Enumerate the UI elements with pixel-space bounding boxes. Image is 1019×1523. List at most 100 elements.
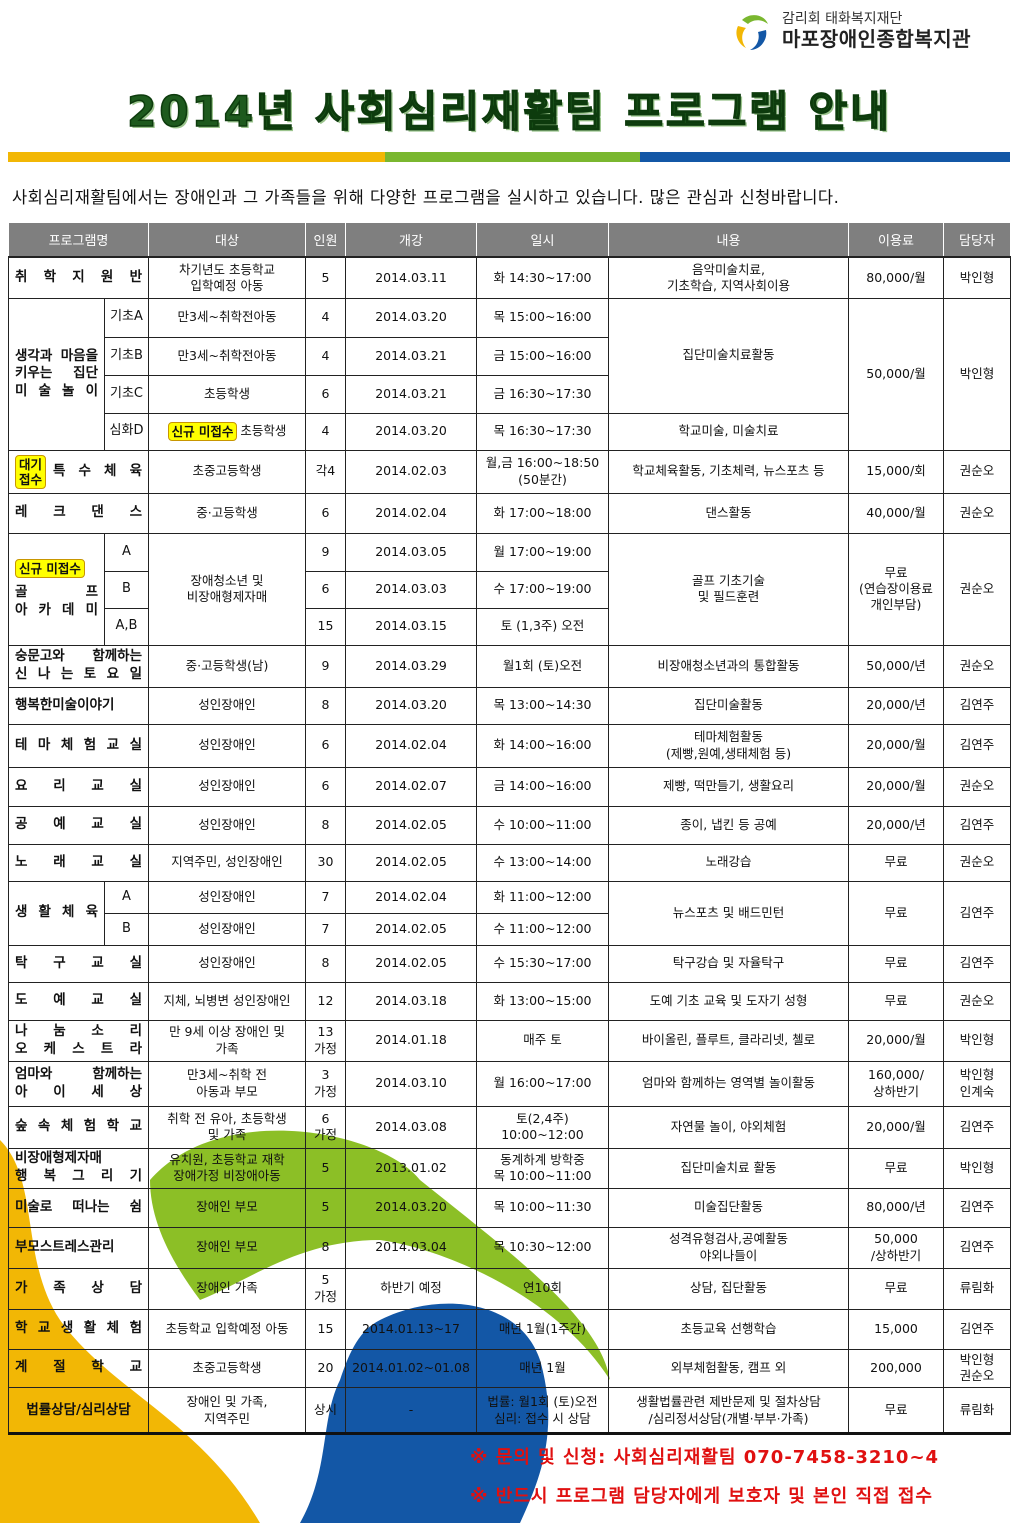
cell-text: 6 (321, 778, 330, 794)
table-row: 노 래 교 실 지역주민, 성인장애인 30 2014.02.05 수 13:00~14… (8, 843, 1011, 882)
cell-text: 김연주 (959, 1199, 995, 1215)
table-cell: 초중고등학생 (148, 449, 306, 494)
table-cell: 장애인 가족 (148, 1267, 306, 1310)
table-cell: 초등교육 선행학습 (608, 1308, 849, 1350)
table-cell: 2014.02.03 (345, 449, 477, 494)
cell-text: 숭문고와 함께하는 신 나 는 토 요 일 (15, 648, 142, 682)
cell-text: 성인장애인 (198, 816, 256, 832)
table-cell: 50,000 /상하반기 (848, 1226, 944, 1269)
table-cell: 김연주 (943, 1187, 1011, 1228)
table-cell: 화 13:00~15:00 (476, 981, 609, 1021)
table-cell: 중·고등학생 (148, 492, 306, 534)
cell-text: 성인장애인 (198, 920, 256, 936)
table-cell: 뉴스포츠 및 배드민턴 (608, 880, 849, 946)
cell-text: 취학 전 유아, 초등학생 및 가족 (167, 1110, 287, 1142)
cell-text: 50,000/월 (866, 365, 926, 381)
program-group-cell: A,B (104, 607, 149, 646)
table-cell: 6 (305, 492, 346, 534)
cell-text: 화 14:00~16:00 (493, 737, 592, 753)
table-cell: 월 16:00~17:00 (476, 1060, 609, 1107)
table-cell: 하반기 예정 (345, 1267, 477, 1310)
cell-text: 기초B (110, 347, 143, 363)
table-cell: 화 11:00~12:00 (476, 880, 609, 914)
cell-text: 월,금 16:00~18:50 (50분간) (485, 455, 600, 487)
table-cell: 성격유형검사,공예활동 야외나들이 (608, 1226, 849, 1269)
table-cell: 학교미술, 미술치료 (608, 412, 849, 451)
table-cell: 50,000/월 (848, 297, 944, 451)
table-cell: 화 14:30~17:00 (476, 256, 609, 299)
table-cell: 권순오 (943, 492, 1011, 534)
cell-text: 탁구강습 및 자율탁구 (672, 955, 785, 971)
cell-text: 미술로 떠나는 쉼 (15, 1198, 142, 1215)
table-cell: - (345, 1386, 477, 1435)
cell-text: 2014.03.03 (375, 581, 447, 597)
cell-text: - (408, 1402, 414, 1418)
table-cell: 지역주민, 성인장애인 (148, 843, 306, 882)
cell-text: 동계하계 방학중 목 10:00~11:00 (493, 1151, 592, 1183)
table-cell: 장애인 부모 (148, 1187, 306, 1228)
table-cell: 음악미술치료, 기초학습, 지역사회이용 (608, 256, 849, 299)
cell-text: 4 (321, 347, 330, 363)
cell-text: 20,000/년 (866, 816, 926, 832)
cell-text: 바이올린, 플루트, 클라리넷, 첼로 (641, 1032, 816, 1048)
table-cell: 박인형 (943, 297, 1011, 451)
cell-text: 요 리 교 실 (15, 777, 142, 794)
table-cell: 15,000 (848, 1308, 944, 1350)
program-name-cell: 비장애형제자매 행 복 그 리 기 (8, 1147, 149, 1189)
cell-text: 초등학교 입학예정 아동 (165, 1320, 289, 1336)
cell-text: 20,000/년 (866, 697, 926, 713)
cell-text: 심화D (109, 423, 144, 439)
table-cell: 성인장애인 (148, 805, 306, 845)
table-cell: 금 15:00~16:00 (476, 336, 609, 376)
table-cell: 수 15:30~17:00 (476, 944, 609, 983)
table-cell: 비장애청소년과의 통합활동 (608, 644, 849, 688)
cell-text: 5 (321, 269, 330, 285)
cell-text: 2014.03.08 (375, 1118, 447, 1134)
cell-text: 9 (321, 543, 330, 559)
table-cell: 20,000/월 (848, 1105, 944, 1149)
table-cell: 2014.03.21 (345, 336, 477, 376)
cell-text: 류림화 (959, 1280, 995, 1296)
status-badge: 신규 미접수 (15, 558, 85, 578)
table-cell: 2014.01.13~17 (345, 1308, 477, 1350)
table-cell: 12 (305, 981, 346, 1021)
cell-text: 김연주 (959, 737, 995, 753)
cell-text: 생 활 체 육 (15, 904, 98, 921)
table-cell: 만3세~취학 전 아동과 부모 (148, 1060, 306, 1107)
header-staff: 담당자 (943, 222, 1011, 258)
cell-text: 박인형 (959, 1032, 995, 1048)
cell-text: B (122, 920, 131, 936)
table-cell: 토 (1,3주) 오전 (476, 607, 609, 646)
table-cell: 각4 (305, 449, 346, 494)
table-cell: 목 15:00~16:00 (476, 297, 609, 338)
cell-text: 15,000 (874, 1320, 918, 1336)
cell-text: 2014.01.13~17 (362, 1320, 460, 1336)
program-name-cell: 도 예 교 실 (8, 981, 149, 1021)
logo-subtitle: 감리회 태화복지재단 (782, 11, 903, 28)
header-schedule: 일시 (476, 222, 609, 258)
table-cell: 무료 (848, 1147, 944, 1189)
cell-text: 20,000/월 (866, 778, 926, 794)
cell-text: 무료 (884, 904, 908, 920)
cell-text: B (122, 581, 131, 597)
cell-text: 초등학생 (240, 423, 287, 438)
cell-text: 4 (321, 309, 330, 325)
cell-text: 박인형 (959, 1159, 995, 1175)
program-name-cell: 나 눔 소 리 오 케 스 트 라 (8, 1019, 149, 1062)
table-cell: 초등학교 입학예정 아동 (148, 1308, 306, 1350)
cell-text: 생각과 마음을 키우는 집단 미 술 놀 이 (15, 347, 98, 399)
table-cell: 7 (305, 912, 346, 946)
cell-text: 5 (321, 1159, 330, 1175)
cell-text: 레 크 댄 스 (15, 504, 142, 521)
cell-text: 2014.02.05 (375, 920, 447, 936)
header-start: 개강 (345, 222, 477, 258)
table-cell: 박인형 (943, 1147, 1011, 1189)
cell-text: 성인장애인 (198, 955, 256, 971)
program-name-cell: 생각과 마음을 키우는 집단 미 술 놀 이 (8, 297, 105, 451)
cell-text: 종이, 냅킨 등 공예 (680, 816, 777, 832)
table-cell: 성인장애인 (148, 723, 306, 768)
table-cell: 권순오 (943, 981, 1011, 1021)
table-cell: 월 17:00~19:00 (476, 532, 609, 572)
cell-text: 2014.03.18 (375, 992, 447, 1008)
table-cell: 차기년도 초등학교 입학예정 아동 (148, 256, 306, 299)
